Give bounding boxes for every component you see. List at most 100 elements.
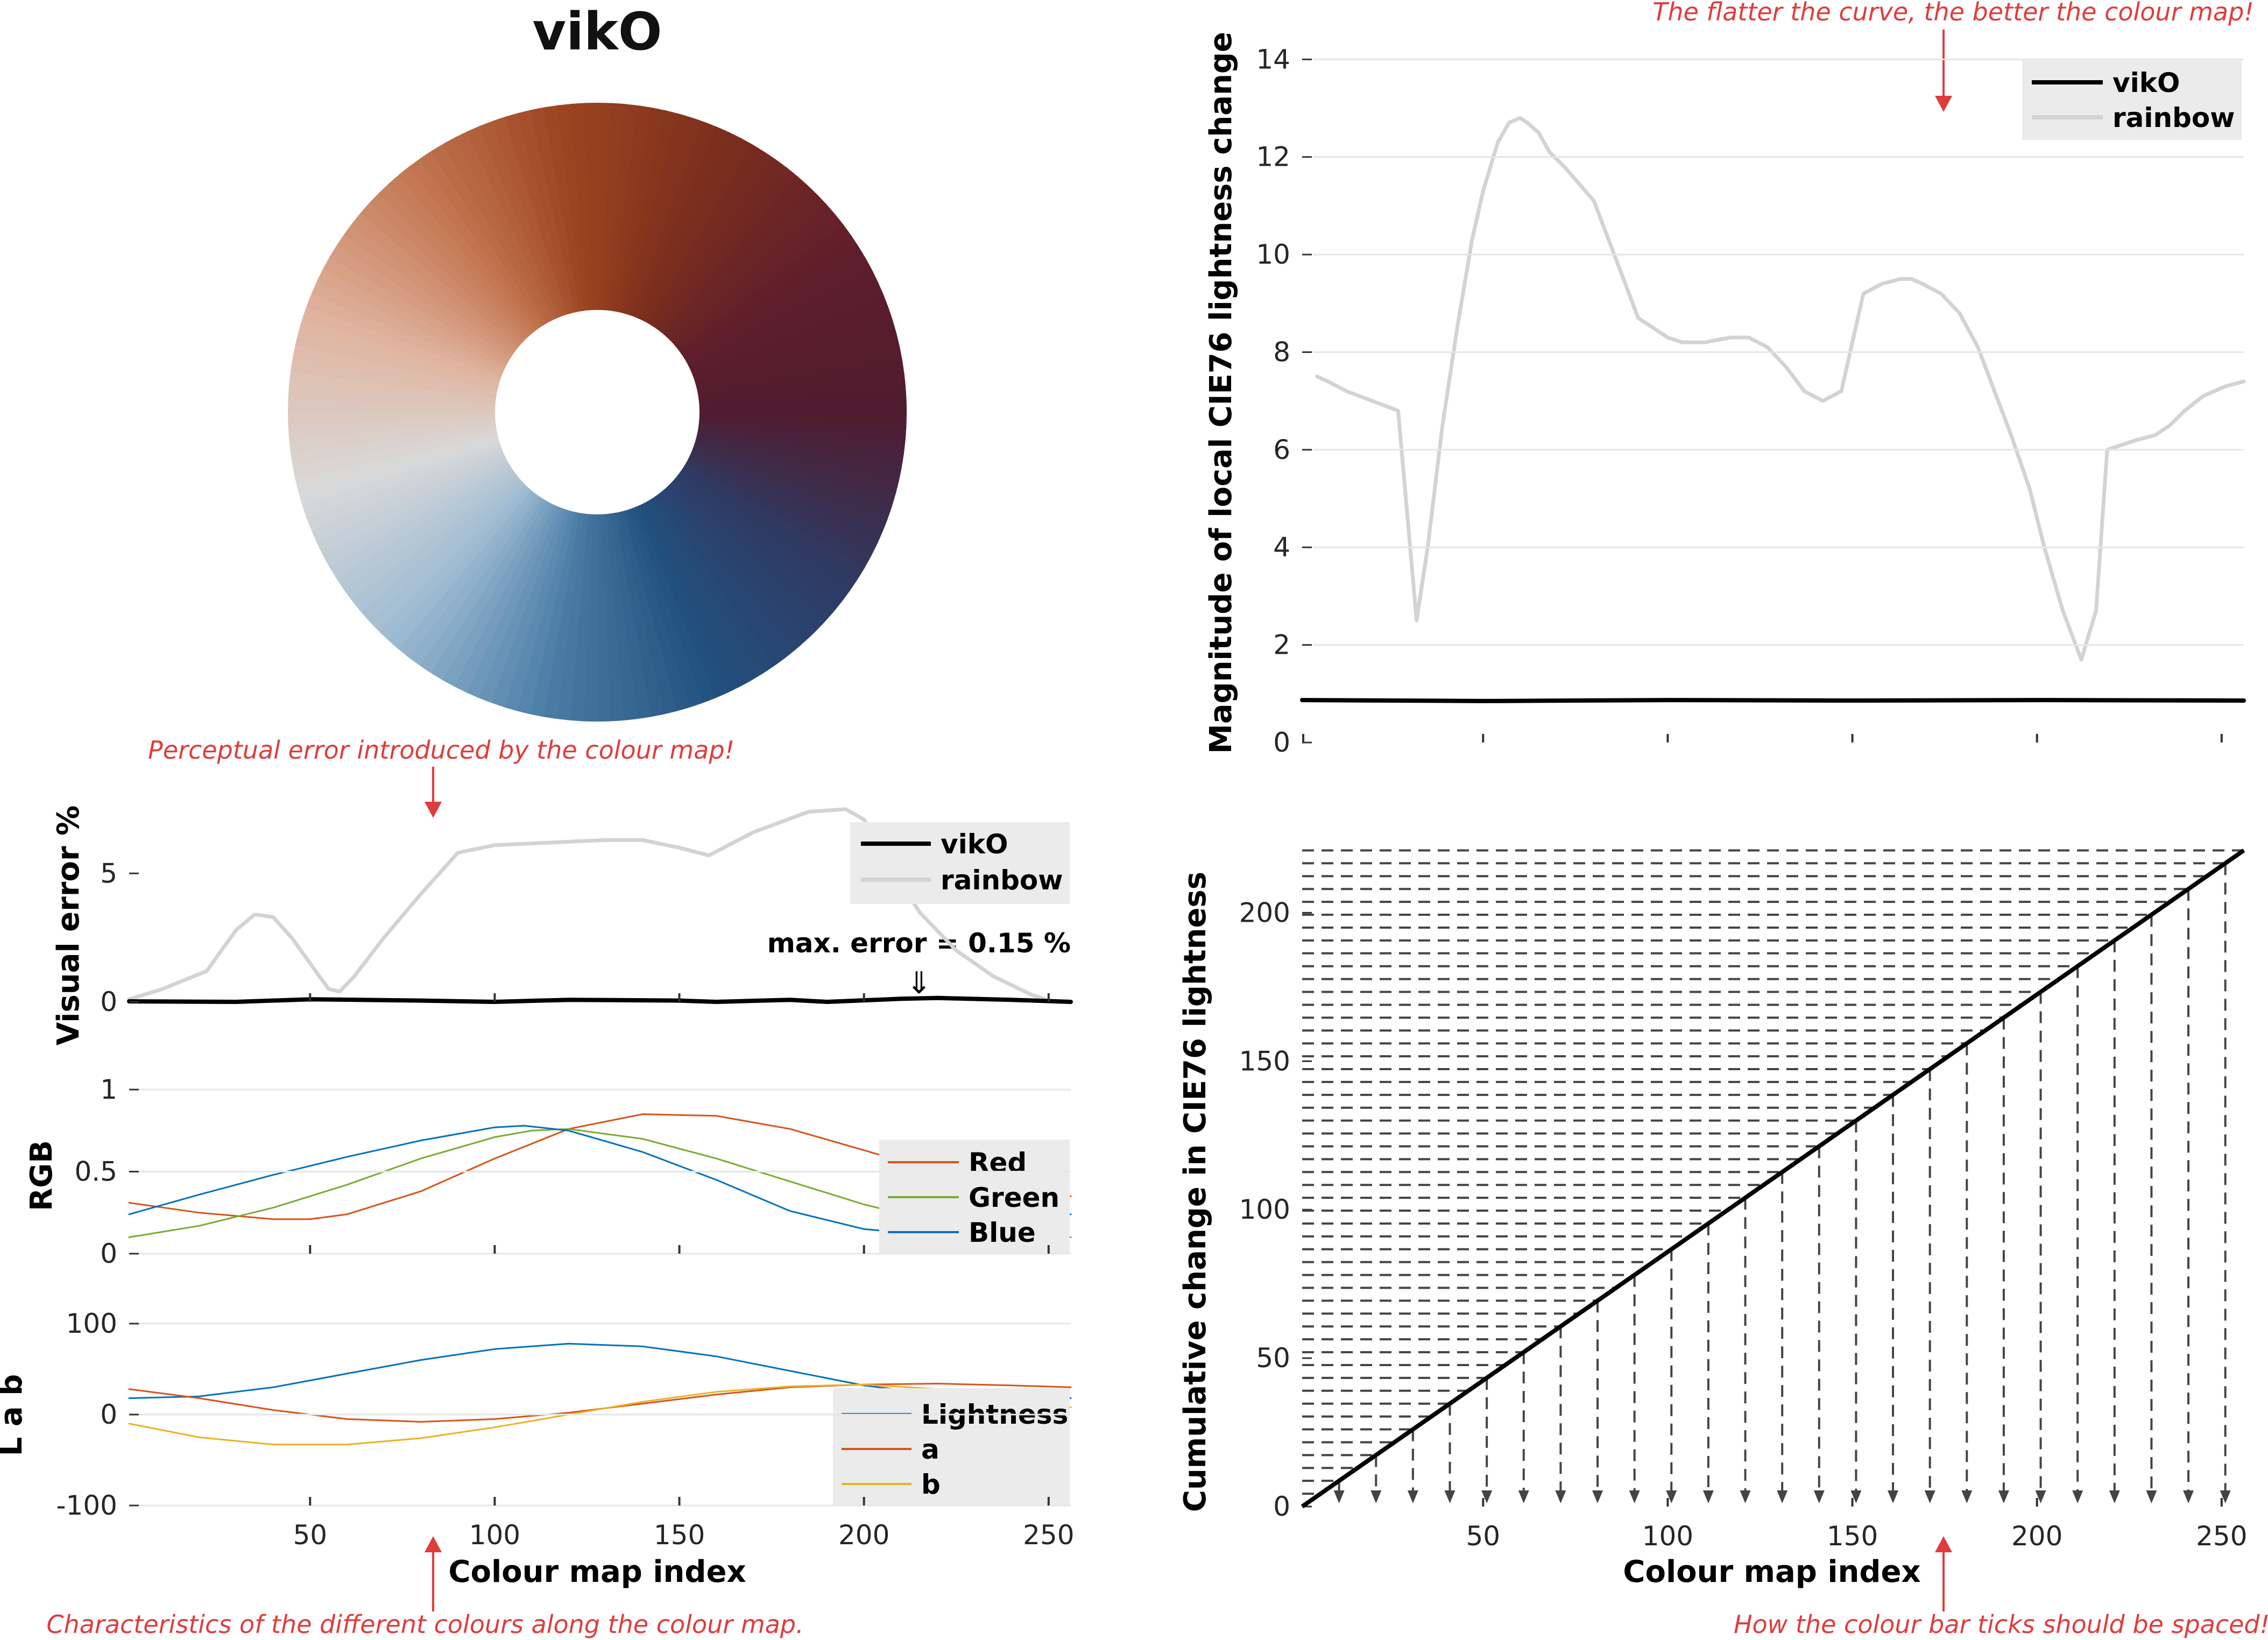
down-arrow-icon	[2220, 1490, 2231, 1503]
x-tick-label: 200	[2011, 1521, 2062, 1552]
y-tick-label: 0	[1273, 727, 1290, 758]
down-arrow-icon	[1666, 1490, 1677, 1503]
legend-b-label: b	[921, 1469, 941, 1500]
series-line-rainbow	[1315, 116, 2246, 662]
y-tick-label: 0	[100, 1399, 117, 1430]
x-tick-label: 200	[838, 1519, 889, 1551]
legend-lc-rainbow-label: rainbow	[2112, 102, 2235, 133]
x-tick-label: 250	[2196, 1521, 2247, 1552]
lab-legend-box	[833, 1388, 1070, 1505]
down-arrow-icon	[1481, 1490, 1493, 1503]
down-arrow-icon	[1370, 1490, 1382, 1503]
annotation-characteristics: Characteristics of the different colours…	[46, 1610, 803, 1639]
x-tick-label: 100	[1642, 1521, 1693, 1552]
red-arrows	[425, 30, 1952, 1611]
y-tick-label: 0.5	[74, 1156, 117, 1187]
down-arrow-icon	[1961, 1490, 1973, 1503]
y-tick-label: 2	[1273, 630, 1290, 661]
x-tick-label: 100	[469, 1519, 520, 1551]
arrowhead-ticks-spacing-icon	[1935, 1536, 1952, 1552]
y-tick-label: 0	[1273, 1491, 1290, 1522]
y-tick-label: 4	[1273, 532, 1290, 563]
down-arrow-icon	[1777, 1490, 1788, 1503]
down-arrow-icon	[1924, 1490, 1935, 1503]
visual-error-ylabel: Visual error %	[51, 805, 86, 1045]
legend-a-label: a	[921, 1434, 939, 1465]
series-line-vikO	[1301, 849, 2245, 1509]
rgb-ylabel: RGB	[24, 1140, 59, 1211]
annotation-flatter: The flatter the curve, the better the co…	[1652, 0, 2254, 26]
legend-rainbow-label: rainbow	[941, 865, 1063, 896]
down-arrow-icon	[1592, 1490, 1603, 1503]
max-error-arrow-icon: ⇓	[907, 966, 932, 1001]
down-arrow-icon	[1888, 1490, 1899, 1503]
lightness-change-panel: Magnitude of local CIE76 lightness chang…	[1204, 32, 2246, 758]
x-tick-label: 50	[293, 1519, 327, 1551]
y-tick-label: 150	[1239, 1045, 1290, 1077]
y-tick-label: -100	[56, 1490, 117, 1521]
down-arrow-icon	[1444, 1490, 1456, 1503]
y-tick-label: 100	[66, 1308, 117, 1339]
annotation-ticks-spacing: How the colour bar ticks should be space…	[1734, 1610, 2268, 1639]
down-arrow-icon	[1518, 1490, 1529, 1503]
y-tick-label: 10	[1256, 239, 1290, 270]
y-tick-label: 50	[1256, 1342, 1290, 1374]
wheel-title: vikO	[533, 2, 662, 62]
arrowhead-perceptual-icon	[425, 802, 442, 818]
arrowhead-characteristics-icon	[425, 1536, 442, 1552]
x-tick-label: 150	[654, 1519, 705, 1551]
down-arrow-icon	[1702, 1490, 1714, 1503]
y-tick-label: 14	[1256, 44, 1290, 75]
down-arrow-icon	[1407, 1490, 1418, 1503]
down-arrow-icon	[2109, 1490, 2120, 1503]
series-line-viko	[127, 995, 1073, 1004]
down-arrow-icon	[2035, 1490, 2046, 1503]
down-arrow-icon	[2183, 1490, 2194, 1503]
x-tick-label: 50	[1466, 1521, 1500, 1552]
y-tick-label: 0	[100, 986, 117, 1017]
visual-error-panel: Visual error % max. error = 0.15 % ⇓ vik…	[51, 805, 1073, 1045]
down-arrow-icon	[1740, 1490, 1751, 1503]
y-tick-label: 5	[100, 858, 117, 889]
lab-ylabel: L a b	[0, 1374, 29, 1457]
y-tick-label: 8	[1273, 336, 1290, 367]
lightness-legend-box	[2022, 59, 2242, 140]
x-tick-label: 250	[1023, 1519, 1074, 1551]
down-arrow-icon	[1629, 1490, 1640, 1503]
wheel-hole	[495, 310, 700, 514]
colour-wheel-group: vikO	[287, 2, 907, 722]
down-arrow-icon	[2072, 1490, 2083, 1503]
lightness-change-ylabel: Magnitude of local CIE76 lightness chang…	[1204, 32, 1239, 754]
y-tick-label: 100	[1239, 1194, 1290, 1225]
lab-panel: L a b Colour map index Lightness a b -10…	[0, 1308, 1075, 1589]
lab-xlabel: Colour map index	[448, 1554, 746, 1589]
down-arrow-icon	[1813, 1490, 1825, 1503]
legend-vikO-label: vikO	[941, 829, 1008, 860]
legend-green-label: Green	[969, 1182, 1059, 1213]
y-tick-label: 6	[1273, 434, 1290, 465]
arrowhead-flatter-icon	[1935, 96, 1952, 112]
legend-red-label: Red	[969, 1147, 1027, 1178]
down-arrow-icon	[1333, 1490, 1345, 1503]
legend-lc-vikO-label: vikO	[2112, 67, 2180, 98]
cumulative-xlabel: Colour map index	[1623, 1554, 1920, 1589]
down-arrow-icon	[1555, 1490, 1566, 1503]
visual-error-legend-box	[850, 822, 1070, 904]
rgb-panel: RGB Red Green Blue 0 0.5 1	[24, 1074, 1072, 1269]
lightness-change-series	[1300, 116, 2246, 703]
x-tick-label: 150	[1827, 1521, 1878, 1552]
legend-blue-label: Blue	[969, 1217, 1036, 1248]
series-line-viko	[1300, 698, 2246, 703]
cumulative-ylabel: Cumulative change in CIE76 lightness	[1178, 872, 1213, 1512]
y-tick-label: 200	[1239, 897, 1290, 928]
down-arrow-icon	[1850, 1490, 1862, 1503]
cumulative-panel: Cumulative change in CIE76 lightness Col…	[1178, 849, 2248, 1589]
down-arrow-icon	[2146, 1490, 2157, 1503]
y-tick-label: 1	[100, 1074, 117, 1105]
y-tick-label: 0	[100, 1238, 117, 1269]
y-tick-label: 12	[1256, 142, 1290, 173]
max-error-label: max. error = 0.15 %	[767, 928, 1071, 959]
annotation-perceptual: Perceptual error introduced by the colou…	[148, 736, 734, 765]
down-arrow-icon	[1998, 1490, 2009, 1503]
